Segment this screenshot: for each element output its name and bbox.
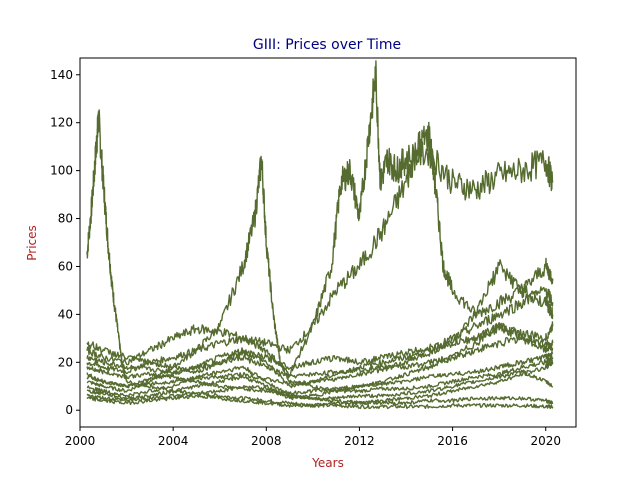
x-tick-label: 2004 [158, 434, 189, 448]
y-tick-label: 0 [65, 403, 73, 417]
x-tick-label: 2008 [251, 434, 282, 448]
price-series-line-10 [86, 365, 554, 406]
y-tick-label: 120 [50, 116, 73, 130]
price-series-line-7 [86, 359, 554, 408]
axes-frame [79, 57, 577, 428]
x-tick-label: 2020 [530, 434, 561, 448]
price-series-line-12 [86, 259, 554, 389]
plot-area [86, 60, 554, 410]
price-series-line-2 [86, 155, 554, 394]
y-tick-label: 100 [50, 164, 73, 178]
price-series-line-11 [86, 334, 554, 379]
price-series-line-1 [86, 109, 554, 410]
y-tick-label: 60 [58, 259, 73, 273]
chart-title: GIII: Prices over Time [253, 37, 401, 53]
y-tick-label: 140 [50, 68, 73, 82]
y-tick-label: 80 [58, 212, 73, 226]
x-axis-label: Years [311, 456, 344, 470]
price-series-line-13 [86, 351, 554, 403]
price-series-line-4 [86, 121, 554, 366]
y-tick-label: 40 [58, 307, 73, 321]
x-tick-label: 2012 [344, 434, 375, 448]
x-tick-label: 2016 [437, 434, 468, 448]
y-tick-label: 20 [58, 355, 73, 369]
price-series-line-6 [86, 322, 554, 401]
y-axis-ticks: 0 20 40 60 80 100 120 140 [50, 68, 80, 417]
price-series-line-9 [86, 321, 554, 374]
price-series-line-5 [86, 286, 554, 389]
x-tick-label: 2000 [65, 434, 96, 448]
price-series-line-3 [86, 60, 554, 377]
y-axis-label: Prices [25, 225, 39, 261]
x-axis-ticks: 2000 2004 2008 2012 2016 2020 [65, 427, 561, 448]
